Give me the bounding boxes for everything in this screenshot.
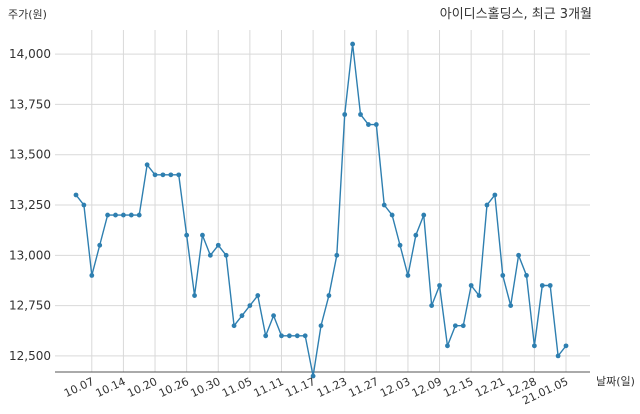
data-point xyxy=(334,252,340,258)
x-tick-label: 12.09 xyxy=(410,375,444,400)
x-tick-label: 12.21 xyxy=(473,375,507,400)
chart-title: 아이디스홀딩스, 최근 3개월 xyxy=(440,7,592,22)
data-point xyxy=(452,323,458,329)
data-point xyxy=(231,323,237,329)
data-point xyxy=(555,353,561,359)
data-point xyxy=(445,343,450,349)
data-point xyxy=(547,283,553,288)
grid xyxy=(55,30,590,372)
data-point xyxy=(460,323,466,329)
data-point xyxy=(239,313,245,319)
data-point xyxy=(366,122,371,127)
data-point xyxy=(413,232,419,238)
data-point xyxy=(255,293,261,298)
data-point xyxy=(73,192,79,198)
data-point xyxy=(524,273,529,278)
data-point xyxy=(121,212,126,218)
data-points xyxy=(73,41,569,379)
data-point xyxy=(508,303,514,309)
data-point xyxy=(373,122,379,127)
x-tick-labels: 10.0710.1410.2010.2610.3011.0511.1111.17… xyxy=(62,375,570,407)
y-axis-label: 주가(원) xyxy=(8,8,47,21)
data-point xyxy=(531,343,537,349)
y-tick-label: 12,750 xyxy=(9,299,51,313)
data-point xyxy=(152,172,158,178)
data-point xyxy=(405,273,411,278)
data-point xyxy=(421,212,427,218)
data-point xyxy=(97,242,103,248)
x-tick-label: 10.07 xyxy=(62,375,96,400)
data-point xyxy=(389,212,395,218)
y-tick-label: 13,750 xyxy=(9,97,51,111)
data-point xyxy=(326,293,332,298)
data-point xyxy=(113,212,118,218)
data-point xyxy=(247,303,253,309)
x-tick-label: 10.20 xyxy=(125,375,159,400)
data-point xyxy=(294,333,300,339)
data-point xyxy=(215,242,221,248)
x-tick-label: 11.23 xyxy=(315,375,349,400)
data-point xyxy=(144,162,150,168)
data-point xyxy=(176,172,182,178)
data-point xyxy=(468,283,474,288)
data-point xyxy=(223,252,229,258)
y-tick-label: 14,000 xyxy=(9,47,51,61)
y-tick-label: 12,500 xyxy=(9,349,51,363)
data-point xyxy=(105,212,111,218)
data-point xyxy=(563,343,569,349)
x-tick-label: 11.17 xyxy=(283,375,317,400)
x-tick-label: 11.27 xyxy=(347,375,381,400)
data-point xyxy=(318,323,324,329)
y-tick-label: 13,000 xyxy=(9,248,51,262)
data-point xyxy=(207,252,213,258)
x-axis-label: 날짜(일) xyxy=(596,374,635,388)
data-point xyxy=(500,273,506,278)
data-point xyxy=(192,293,197,298)
x-tick-label: 10.14 xyxy=(94,375,128,400)
data-point xyxy=(263,333,269,339)
y-tick-label: 13,250 xyxy=(9,198,51,212)
y-tick-labels: 12,500 12,750 13,000 13,250 13,500 13,750 14,0… xyxy=(9,47,51,363)
data-point xyxy=(168,172,174,178)
data-point xyxy=(516,252,521,258)
x-tick-label: 11.05 xyxy=(220,375,254,400)
data-point xyxy=(89,273,95,278)
x-tick-label: 12.15 xyxy=(441,375,475,400)
data-point xyxy=(81,202,87,208)
data-point xyxy=(437,283,442,288)
data-point xyxy=(136,212,142,218)
x-tick-label: 10.30 xyxy=(188,375,222,400)
data-point xyxy=(310,373,316,379)
data-point xyxy=(476,293,482,298)
data-point xyxy=(539,283,545,288)
data-point xyxy=(429,303,435,309)
data-point xyxy=(381,202,387,208)
data-point xyxy=(184,232,190,238)
data-point xyxy=(350,41,356,47)
y-tick-label: 13,500 xyxy=(9,148,51,162)
x-tick-label: 12.03 xyxy=(378,375,412,400)
data-point xyxy=(397,242,403,248)
data-point xyxy=(302,333,308,339)
x-tick-label: 11.11 xyxy=(252,375,286,400)
data-point xyxy=(271,313,276,319)
data-point xyxy=(342,112,348,117)
data-point xyxy=(160,172,166,178)
data-point xyxy=(358,112,363,117)
data-point xyxy=(484,202,490,208)
data-point xyxy=(286,333,292,339)
data-point xyxy=(200,232,205,238)
data-point xyxy=(128,212,134,218)
x-tick-label: 10.26 xyxy=(157,375,191,400)
data-point xyxy=(279,333,284,339)
data-point xyxy=(492,192,498,198)
